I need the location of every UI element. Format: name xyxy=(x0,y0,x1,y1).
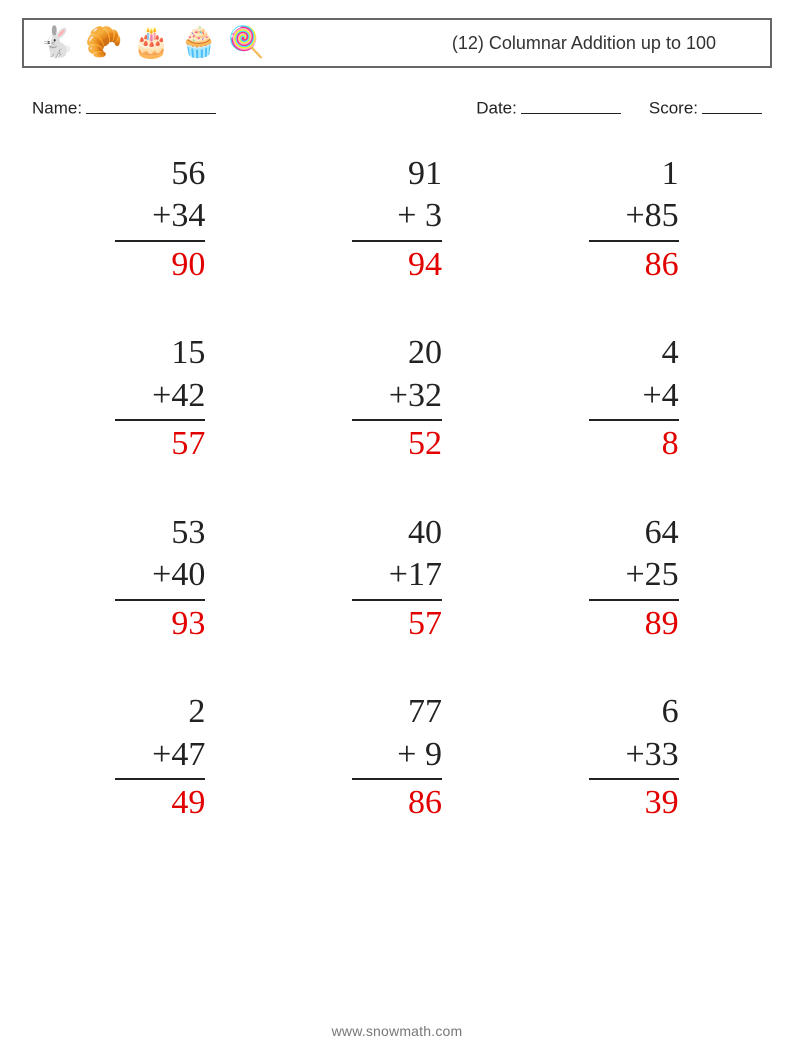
cupcake-icon: 🧁 xyxy=(180,28,217,58)
bottom-addend: +4 xyxy=(589,375,679,418)
bottom-addend: +25 xyxy=(589,554,679,597)
top-addend: 40 xyxy=(352,512,442,555)
problems-grid: 56+3490 91+ 394 1+8586 15+4257 20+3252 4… xyxy=(22,153,772,825)
date-blank xyxy=(521,94,621,114)
lollipop-icon: 🍭 xyxy=(227,28,264,58)
worksheet-title: (12) Columnar Addition up to 100 xyxy=(452,33,716,54)
title-bar: 🐇 🥐 🎂 🧁 🍭 (12) Columnar Addition up to 1… xyxy=(22,18,772,68)
addition-problem: 53+4093 xyxy=(115,512,205,646)
bottom-addend: +40 xyxy=(115,554,205,597)
bottom-addend: +32 xyxy=(352,375,442,418)
problem-cell: 15+4257 xyxy=(42,332,279,466)
top-addend: 1 xyxy=(589,153,679,196)
answer: 90 xyxy=(115,240,205,287)
score-blank xyxy=(702,94,762,114)
top-addend: 6 xyxy=(589,691,679,734)
footer-url: www.snowmath.com xyxy=(0,1023,794,1039)
score-field: Score: xyxy=(649,94,762,119)
croissant-icon: 🥐 xyxy=(85,28,122,58)
name-blank xyxy=(86,94,216,114)
bottom-addend: +47 xyxy=(115,734,205,777)
name-field: Name: xyxy=(32,94,216,119)
problem-cell: 40+1757 xyxy=(279,512,516,646)
top-addend: 20 xyxy=(352,332,442,375)
addition-problem: 6+3339 xyxy=(589,691,679,825)
top-addend: 56 xyxy=(115,153,205,196)
answer: 86 xyxy=(589,240,679,287)
top-addend: 91 xyxy=(352,153,442,196)
addition-problem: 91+ 394 xyxy=(352,153,442,287)
answer: 86 xyxy=(352,778,442,825)
addition-problem: 77+ 986 xyxy=(352,691,442,825)
bunny-icon: 🐇 xyxy=(38,28,75,58)
bottom-addend: +42 xyxy=(115,375,205,418)
answer: 52 xyxy=(352,419,442,466)
cake-icon: 🎂 xyxy=(133,28,170,58)
problem-cell: 6+3339 xyxy=(515,691,752,825)
top-addend: 53 xyxy=(115,512,205,555)
bottom-addend: + 9 xyxy=(352,734,442,777)
addition-problem: 56+3490 xyxy=(115,153,205,287)
addition-problem: 2+4749 xyxy=(115,691,205,825)
problem-cell: 20+3252 xyxy=(279,332,516,466)
date-label: Date: xyxy=(476,99,517,118)
bottom-addend: +85 xyxy=(589,195,679,238)
top-addend: 2 xyxy=(115,691,205,734)
problem-cell: 64+2589 xyxy=(515,512,752,646)
addition-problem: 64+2589 xyxy=(589,512,679,646)
answer: 89 xyxy=(589,599,679,646)
problem-cell: 56+3490 xyxy=(42,153,279,287)
meta-row: Name: Date: Score: xyxy=(32,94,762,119)
answer: 8 xyxy=(589,419,679,466)
addition-problem: 1+8586 xyxy=(589,153,679,287)
top-addend: 64 xyxy=(589,512,679,555)
problem-cell: 4+48 xyxy=(515,332,752,466)
problem-cell: 1+8586 xyxy=(515,153,752,287)
name-label: Name: xyxy=(32,99,82,118)
addition-problem: 15+4257 xyxy=(115,332,205,466)
date-field: Date: xyxy=(476,94,621,119)
problem-cell: 53+4093 xyxy=(42,512,279,646)
addition-problem: 4+48 xyxy=(589,332,679,466)
bottom-addend: +33 xyxy=(589,734,679,777)
answer: 93 xyxy=(115,599,205,646)
bottom-addend: +17 xyxy=(352,554,442,597)
problem-cell: 77+ 986 xyxy=(279,691,516,825)
bottom-addend: + 3 xyxy=(352,195,442,238)
answer: 39 xyxy=(589,778,679,825)
top-addend: 4 xyxy=(589,332,679,375)
answer: 57 xyxy=(352,599,442,646)
answer: 57 xyxy=(115,419,205,466)
top-addend: 15 xyxy=(115,332,205,375)
problem-cell: 2+4749 xyxy=(42,691,279,825)
score-label: Score: xyxy=(649,99,698,118)
answer: 49 xyxy=(115,778,205,825)
bottom-addend: +34 xyxy=(115,195,205,238)
addition-problem: 20+3252 xyxy=(352,332,442,466)
top-addend: 77 xyxy=(352,691,442,734)
header-icons: 🐇 🥐 🎂 🧁 🍭 xyxy=(38,28,265,58)
addition-problem: 40+1757 xyxy=(352,512,442,646)
problem-cell: 91+ 394 xyxy=(279,153,516,287)
answer: 94 xyxy=(352,240,442,287)
